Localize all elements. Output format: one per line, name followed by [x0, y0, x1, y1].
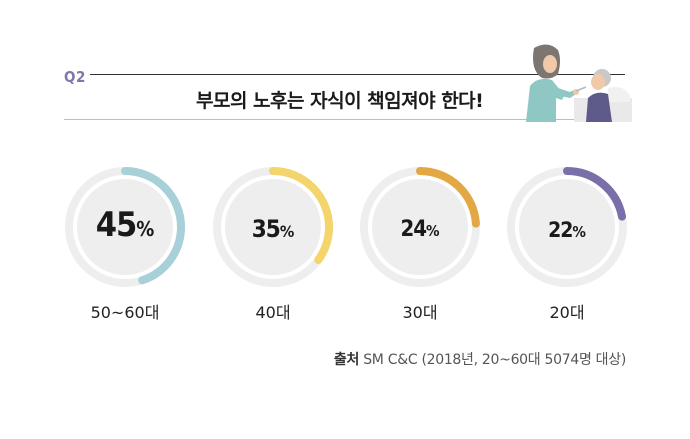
donut-inner	[225, 179, 321, 275]
donut-svg	[507, 167, 627, 287]
page-title: 부모의 노후는 자식이 책임져야 한다!	[196, 90, 484, 112]
category-label: 20대	[549, 303, 585, 322]
source-text: SM C&C (2018년, 20~60대 5074명 대상)	[363, 352, 626, 368]
source-label: 출처	[333, 352, 360, 368]
donut-svg	[65, 167, 185, 287]
donut-inner	[519, 179, 615, 275]
category-label: 50~60대	[90, 303, 160, 322]
category-label: 40대	[255, 303, 291, 322]
donut-arc	[507, 167, 627, 287]
donut-arc	[213, 167, 333, 287]
donut-30: 24% 30대	[358, 165, 482, 322]
donut-svg	[360, 167, 480, 287]
percent-label: 24%	[400, 217, 440, 242]
category-label: 30대	[402, 303, 438, 322]
caregiver-feeding-elder-icon	[512, 40, 632, 122]
percent-label: 22%	[548, 218, 586, 242]
donut-inner	[77, 179, 173, 275]
question-number: Q2	[64, 68, 86, 86]
donut-20: 22% 20대	[505, 165, 629, 322]
donut-arc	[65, 167, 185, 287]
donut-svg	[213, 167, 333, 287]
percent-label: 45%	[95, 205, 155, 245]
source-note: 출처 SM C&C (2018년, 20~60대 5074명 대상)	[334, 349, 626, 369]
percent-label: 35%	[251, 215, 295, 243]
header-bottom-divider	[64, 119, 625, 120]
donut-40: 35% 40대	[211, 165, 335, 322]
donut-inner	[372, 179, 468, 275]
donut-arc	[360, 167, 480, 287]
header-top-divider	[90, 74, 625, 75]
donut-50-60: 45% 50~60대	[63, 165, 187, 322]
